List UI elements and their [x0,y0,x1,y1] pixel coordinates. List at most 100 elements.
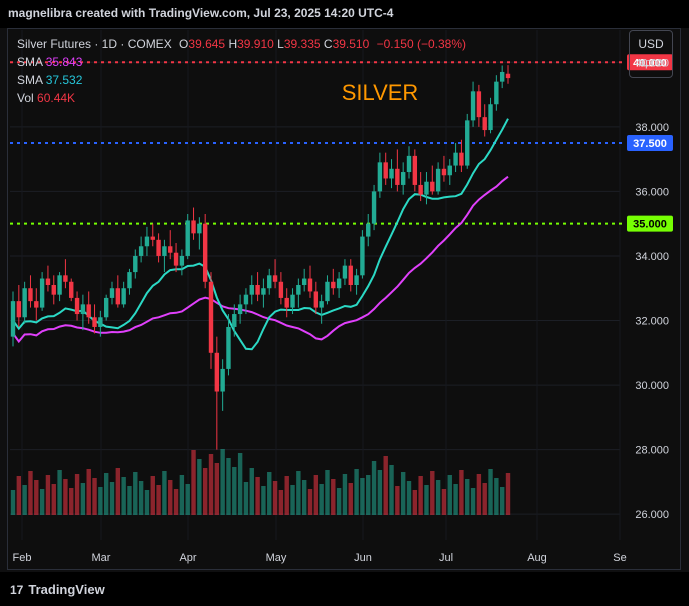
candle-body [80,304,86,315]
volume-bar [69,488,74,515]
x-tick-label: Mar [92,552,111,564]
volume-bar [28,471,33,515]
y-tick-label: 30.000 [635,380,669,392]
candle-body [272,275,278,282]
volume-bar [424,485,429,515]
volume-bar [232,467,237,515]
volume-bar [336,488,342,515]
volume-bar [39,489,45,515]
legend-sma2-row[interactable]: SMA 37.532 [17,71,466,89]
candle-body [453,152,458,166]
volume-bar [255,477,260,515]
candle-body [377,162,383,192]
candle-body [284,297,289,308]
volume-bar [115,468,121,515]
volume-bar [354,469,359,515]
candle-body [430,181,435,192]
attribution-text: magnelibra created with TradingView.com,… [8,6,394,20]
candle-body [39,278,45,308]
legend-close: 39.510 [332,37,370,51]
candle-body [424,181,429,195]
volume-bar [162,471,167,515]
candle-body [28,288,33,302]
candle-body [202,223,208,282]
volume-bar [272,481,278,515]
volume-bar [342,474,348,515]
volume-bar [74,474,80,515]
candle-body [348,265,353,285]
candle-body [476,91,482,118]
candle-body [494,81,499,105]
candle-body [92,317,97,327]
legend-open: 39.645 [188,37,226,51]
volume-bar [51,484,56,515]
volume-bar [138,481,144,515]
candle-body [86,304,91,318]
candle-body [465,120,470,166]
volume-bar [447,475,452,515]
candle-body [232,314,237,327]
volume-bar [80,483,86,515]
candle-body [319,301,324,308]
volume-bar [214,463,220,515]
volume-bar [284,476,289,515]
candle-body [127,272,132,289]
currency-box[interactable]: USD apoz [629,30,673,78]
candle-body [383,162,388,179]
legend-ohlc-row: Silver Futures · 1D · COMEX O39.645 H39.… [17,35,466,53]
candle-body [371,191,377,224]
volume-bar [441,489,447,515]
candle-body [249,285,254,295]
candle-body [63,275,68,282]
candle-body [45,278,51,285]
candle-body [412,155,418,185]
candle-body [179,255,185,266]
horizontal-levels: 40.000 37.500 35.000 [10,54,673,232]
volume-bar [406,481,412,515]
candle-body [296,285,301,295]
volume-bar [243,482,249,515]
candle-body [144,236,150,247]
volume-bar [296,471,301,515]
volume-bar [127,486,132,515]
candle-body [98,317,103,327]
candle-body [185,220,190,256]
volume-bar [383,456,388,515]
header-bar: magnelibra created with TradingView.com,… [0,0,689,28]
volume-bar [366,475,371,515]
candle-body [74,297,80,315]
candle-body [10,301,16,337]
volume-bar [418,476,423,515]
legend-low: 39.335 [283,37,321,51]
candle-body [441,168,447,176]
candle-body [488,104,493,131]
x-tick-label: Jul [439,552,453,564]
volume-bar [237,453,243,515]
candle-body [435,168,441,192]
candle-body [360,236,365,276]
volume-bar [482,483,487,515]
volume-bar [348,483,353,515]
candle-body [313,291,319,308]
grid-lines [10,30,621,540]
legend-symbol[interactable]: Silver Futures · 1D · COMEX [17,37,172,51]
tradingview-logo[interactable]: 17 TradingView [10,582,105,597]
candle-body [261,288,266,295]
candle-body [278,281,284,298]
candle-body [69,281,74,298]
volume-bar [103,473,109,515]
candle-body [150,236,155,240]
legend-sma1-row[interactable]: SMA 35.843 [17,53,466,71]
y-tick-label: 34.000 [635,251,669,263]
scale-mode-label: apoz [639,57,663,69]
candle-body [366,223,371,237]
y-tick-label: 36.000 [635,186,669,198]
candle-body [214,352,220,392]
legend-vol-row[interactable]: Vol 60.44K [17,89,466,107]
volume-bar [459,470,464,515]
candle-body [354,275,359,285]
volume-bar [63,479,68,515]
volume-bar [290,485,295,515]
candle-body [191,220,196,234]
